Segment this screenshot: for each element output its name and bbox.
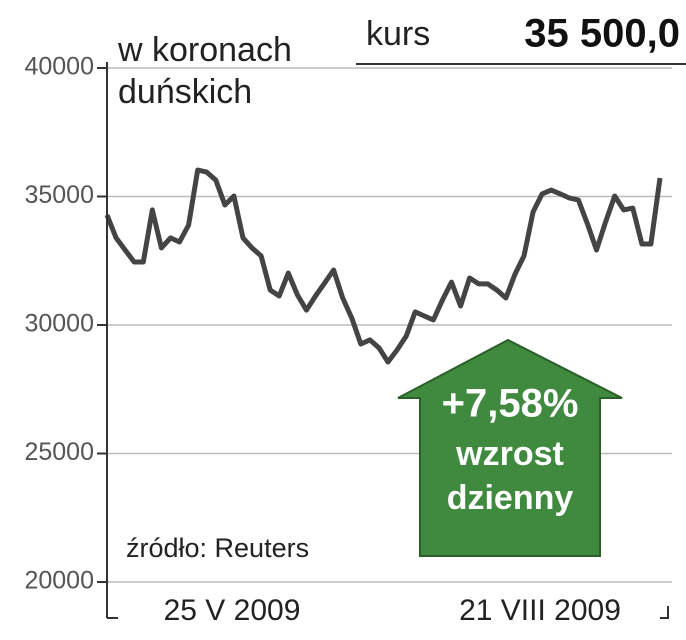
y-tick-label: 20000 <box>24 567 94 595</box>
unit-label: w koronach <box>117 31 292 69</box>
x-label: 25 V 2009 <box>164 594 301 627</box>
header-label: kurs <box>366 15 430 53</box>
y-tick-label: 30000 <box>24 310 94 338</box>
annotation: wzrost <box>455 435 564 473</box>
annotation: +7,58% <box>442 382 579 426</box>
y-tick-label: 25000 <box>24 438 94 466</box>
annotation: dzienny <box>447 479 574 517</box>
source: źródło: Reuters <box>126 533 309 563</box>
y-tick-label: 35000 <box>24 181 94 209</box>
header-value: 35 500,0 <box>524 12 680 56</box>
y-tick-label: 40000 <box>24 53 94 81</box>
header-box <box>356 0 686 64</box>
unit-label: duńskich <box>118 73 252 111</box>
x-bracket <box>107 606 669 619</box>
x-label: 21 VIII 2009 <box>459 594 621 627</box>
arrow <box>397 338 623 557</box>
plot <box>104 167 663 365</box>
price-line <box>104 167 663 365</box>
grid <box>107 67 672 583</box>
